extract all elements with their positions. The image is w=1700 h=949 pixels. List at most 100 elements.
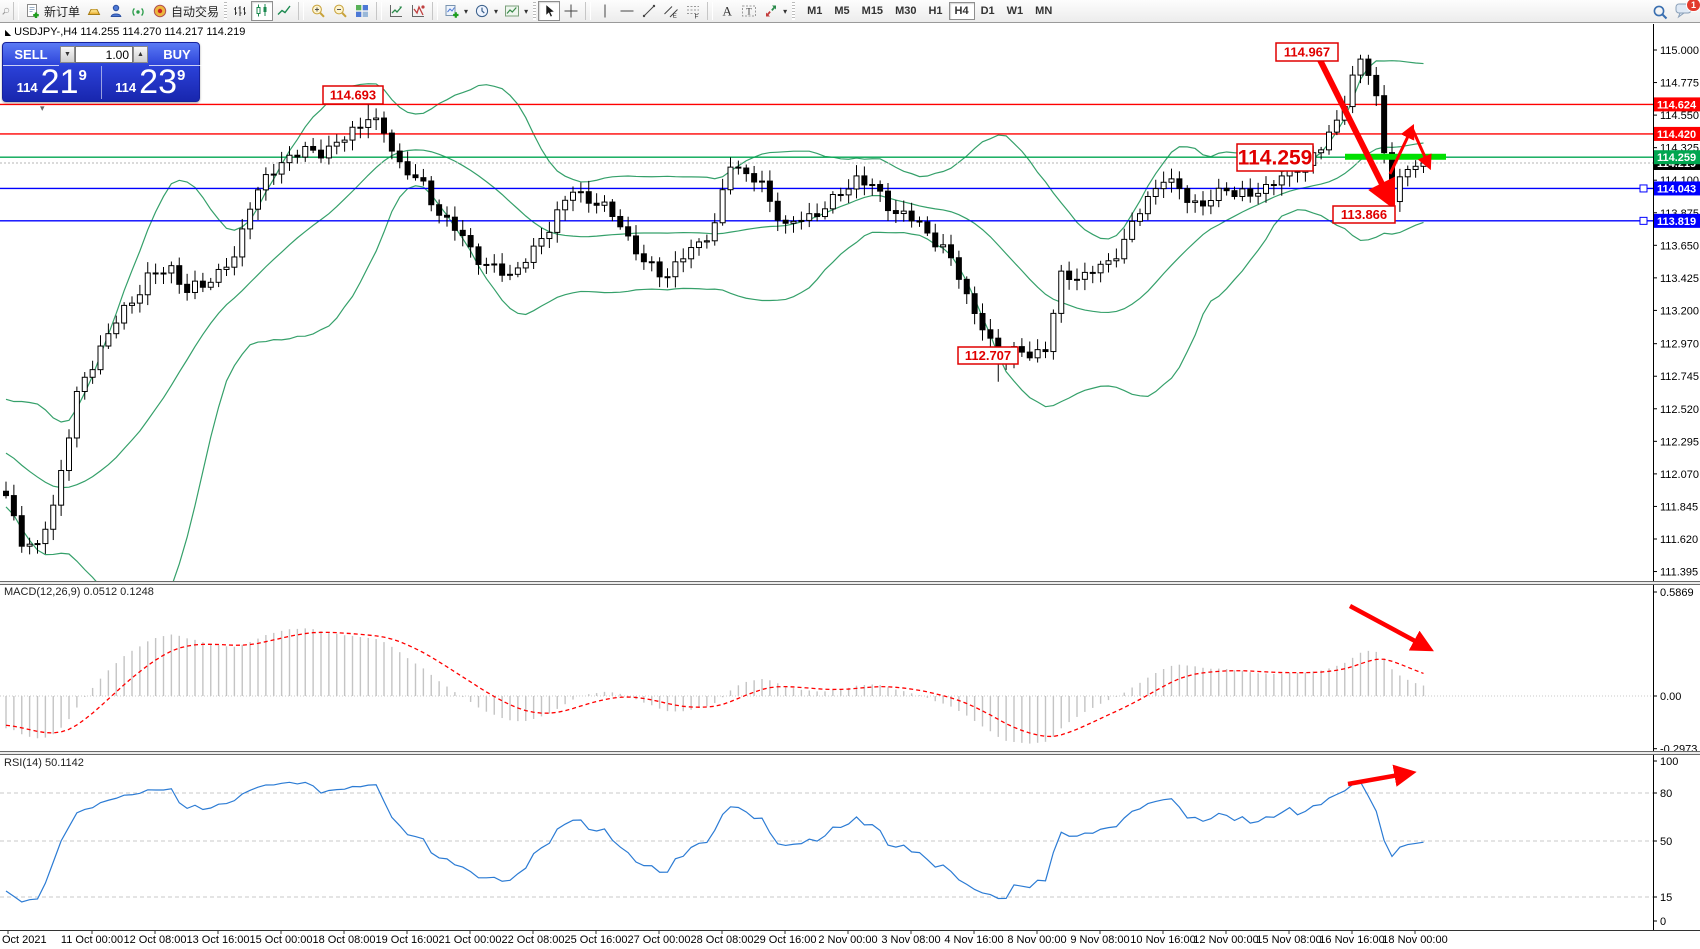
template-button[interactable]: ▾ [501, 1, 531, 21]
objects-list-button[interactable] [407, 1, 429, 21]
timeframe-MN-button[interactable]: MN [1029, 2, 1058, 20]
arrows-tool-button[interactable]: ▾ [760, 1, 790, 21]
search-icon[interactable] [1651, 4, 1669, 22]
line-chart-button[interactable] [273, 1, 295, 21]
notification-count-badge: 1 [1685, 0, 1700, 12]
volume-input[interactable] [75, 46, 133, 63]
zoom-out-icon [332, 3, 348, 19]
autotrading-button[interactable]: 自动交易 [149, 1, 222, 21]
svg-text:114.624: 114.624 [1657, 99, 1697, 111]
svg-text:11 Oct 00:00: 11 Oct 00:00 [61, 934, 123, 946]
sell-price-big: 21 [40, 63, 79, 102]
timeframe-M30-button[interactable]: M30 [889, 2, 922, 20]
price-axis[interactable]: 115.000114.775114.550114.325114.100113.8… [0, 24, 1700, 949]
tile-windows-button[interactable] [351, 1, 373, 21]
trendline-tool-button[interactable] [638, 1, 660, 21]
text-tool-button[interactable]: A [716, 1, 738, 21]
timeframe-M1-button[interactable]: M1 [801, 2, 828, 20]
main-price-pane[interactable]: 114.967 114.693 114.259 113.866 112.707 [0, 42, 1653, 611]
zoom-in-button[interactable] [307, 1, 329, 21]
buy-button-label[interactable]: BUY [149, 43, 205, 66]
svg-text:114.043: 114.043 [1657, 183, 1696, 195]
trendline-icon [641, 3, 657, 19]
notifications-button[interactable]: 1 [1675, 0, 1700, 24]
vertical-line-tool-button[interactable] [594, 1, 616, 21]
price-badge-114.043 [1654, 181, 1700, 196]
support-zone-bar[interactable] [1345, 153, 1446, 160]
horizontal-line-tool-button[interactable] [616, 1, 638, 21]
indicators-button[interactable] [385, 1, 407, 21]
macd-drawn-arrow[interactable] [1348, 604, 1434, 652]
profile-button[interactable] [105, 1, 127, 21]
objects-list-icon [410, 3, 426, 19]
svg-text:12 Nov 00:00: 12 Nov 00:00 [1193, 934, 1258, 946]
toolbar-separator [707, 2, 714, 20]
dropdown-caret: ▾ [524, 6, 529, 16]
svg-text:9 Nov 08:00: 9 Nov 08:00 [1070, 934, 1129, 946]
svg-text:E: E [673, 13, 678, 20]
channel-icon: E [663, 3, 679, 19]
price-callout-114.967[interactable] [1275, 42, 1339, 62]
new-order-button[interactable]: 新订单 [22, 1, 83, 21]
add-indicator-button[interactable]: ▾ [441, 1, 471, 21]
drawn-arrow-1[interactable] [1310, 44, 1396, 211]
bollinger-lower-band [5, 185, 1424, 581]
svg-text:A: A [723, 4, 733, 19]
svg-text:113.200: 113.200 [1660, 305, 1699, 317]
fibonacci-icon: F [685, 3, 701, 19]
candlestick-button[interactable] [251, 1, 274, 21]
svg-text:112.295: 112.295 [1660, 436, 1699, 448]
buy-price-prefix: 114 [115, 80, 137, 95]
svg-text:4 Nov 16:00: 4 Nov 16:00 [944, 934, 1003, 946]
crosshair-icon [563, 3, 579, 19]
buy-price-sup: 9 [176, 67, 186, 84]
signals-icon [130, 3, 146, 19]
text-label-tool-button[interactable]: T [738, 1, 760, 21]
pane-splitter[interactable] [0, 751, 1700, 755]
signals-button[interactable] [127, 1, 149, 21]
period-button[interactable]: ▾ [471, 1, 501, 21]
svg-text:114.967: 114.967 [1284, 45, 1330, 60]
hline-handle-114.043[interactable] [1639, 184, 1648, 193]
svg-text:19 Oct 16:00: 19 Oct 16:00 [376, 934, 439, 946]
template-icon [504, 3, 520, 19]
timeframe-M15-button[interactable]: M15 [856, 2, 889, 20]
rsi-label: RSI(14) 50.1142 [4, 757, 84, 769]
sell-button-label[interactable]: SELL [3, 43, 59, 66]
buy-price-button[interactable]: 114 23 9 [102, 65, 200, 99]
timeframe-D1-button[interactable]: D1 [975, 2, 1001, 20]
price-callout-114.259[interactable] [1236, 143, 1314, 172]
price-callout-113.866[interactable] [1332, 205, 1396, 224]
crosshair-tool-button[interactable] [560, 1, 582, 21]
drawn-arrow-2[interactable] [1388, 123, 1415, 175]
zoom-out-button[interactable] [329, 1, 351, 21]
add-indicator-icon [444, 3, 460, 19]
rsi-drawn-arrow[interactable] [1347, 764, 1417, 787]
bar-chart-button[interactable] [229, 1, 251, 21]
hline-handle-113.819[interactable] [1639, 216, 1648, 225]
gold-icon [86, 3, 102, 19]
svg-text:21 Oct 00:00: 21 Oct 00:00 [439, 934, 502, 946]
dropdown-caret: ▾ [494, 6, 499, 16]
svg-text:3 Nov 08:00: 3 Nov 08:00 [881, 934, 940, 946]
volume-decrease-button[interactable]: ▼ [60, 46, 75, 63]
svg-text:T: T [746, 7, 752, 17]
price-callout-114.693[interactable] [322, 85, 384, 105]
volume-increase-button[interactable]: ▲ [133, 46, 148, 63]
svg-text:111.620: 111.620 [1660, 534, 1698, 546]
price-callout-112.707[interactable] [957, 346, 1019, 365]
fibonacci-tool-button[interactable]: F [682, 1, 704, 21]
cursor-tool-button[interactable] [538, 1, 561, 21]
sell-price-button[interactable]: 114 21 9 [3, 63, 102, 102]
channel-tool-button[interactable]: E [660, 1, 682, 21]
gold-button[interactable] [83, 1, 105, 21]
drawn-arrow-3[interactable] [1410, 127, 1432, 171]
panel-collapse-caret[interactable]: ▾ [40, 103, 45, 113]
timeframe-H1-button[interactable]: H1 [922, 2, 948, 20]
timeframe-M5-button[interactable]: M5 [828, 2, 855, 20]
timeframe-H4-button[interactable]: H4 [948, 2, 975, 20]
pane-splitter[interactable] [0, 581, 1700, 585]
timeframe-W1-button[interactable]: W1 [1001, 2, 1030, 20]
time-axis[interactable]: Oct 2021 11 Oct 00:00 12 Oct 08:00 13 Oct 1… [0, 930, 1700, 947]
